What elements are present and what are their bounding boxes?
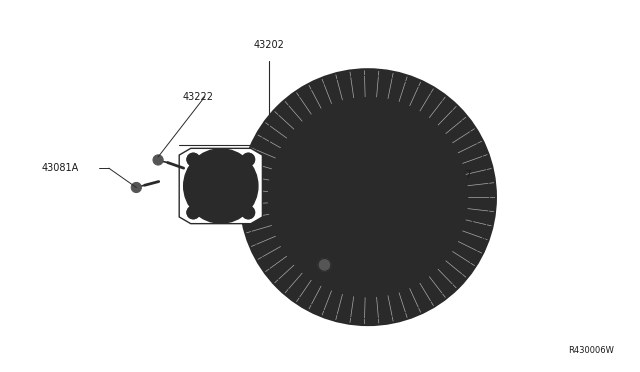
Ellipse shape — [269, 98, 467, 296]
Ellipse shape — [240, 69, 496, 325]
Text: 43222: 43222 — [182, 92, 213, 102]
Ellipse shape — [187, 153, 200, 166]
Ellipse shape — [362, 144, 374, 154]
Ellipse shape — [333, 232, 346, 240]
Text: R430006W: R430006W — [568, 346, 614, 355]
Ellipse shape — [390, 232, 403, 240]
Text: 43202: 43202 — [253, 40, 284, 50]
Text: 43081A: 43081A — [42, 163, 79, 173]
Ellipse shape — [318, 259, 331, 271]
Ellipse shape — [153, 155, 163, 165]
Ellipse shape — [314, 179, 330, 186]
Polygon shape — [179, 148, 262, 224]
Ellipse shape — [242, 153, 255, 166]
Ellipse shape — [242, 206, 255, 219]
Ellipse shape — [187, 206, 200, 219]
Ellipse shape — [350, 179, 386, 215]
Text: 43207: 43207 — [442, 170, 472, 180]
Ellipse shape — [406, 179, 422, 186]
Text: 44098M: 44098M — [339, 270, 378, 279]
Ellipse shape — [184, 149, 258, 223]
Ellipse shape — [131, 182, 141, 193]
